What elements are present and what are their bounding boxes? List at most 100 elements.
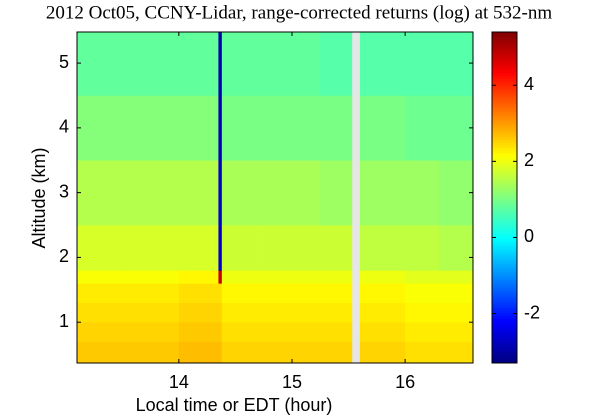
colorbar-swatch xyxy=(492,208,517,212)
colorbar-swatch xyxy=(492,263,517,267)
colorbar-swatch xyxy=(492,335,517,339)
colorbar-swatch xyxy=(492,316,517,320)
colorbar-tick-label: 4 xyxy=(524,74,534,94)
colorbar-swatch xyxy=(492,111,517,116)
colorbar-swatch xyxy=(492,222,517,226)
heatmap-cell xyxy=(359,283,406,304)
heatmap-cell xyxy=(218,160,223,226)
heatmap-cell xyxy=(263,322,321,342)
colorbar-swatch xyxy=(492,37,517,41)
heatmap-cell xyxy=(405,283,440,304)
colorbar-swatch xyxy=(492,54,517,58)
colorbar-swatch xyxy=(492,255,517,259)
colorbar-swatch xyxy=(492,197,517,201)
heatmap-cell xyxy=(263,302,321,323)
colorbar-swatch xyxy=(492,40,517,44)
colorbar-swatch xyxy=(492,307,517,312)
heatmap-cell xyxy=(221,283,264,304)
colorbar-swatch xyxy=(492,346,517,350)
heatmap-cell xyxy=(405,225,440,271)
heatmap-cell xyxy=(178,283,219,304)
heatmap-cell xyxy=(77,322,123,342)
heatmap-cell xyxy=(405,341,440,364)
colorbar-swatch xyxy=(492,183,517,187)
heatmap-cell xyxy=(122,270,180,284)
heatmap-cell xyxy=(77,95,123,161)
colorbar-swatch xyxy=(492,92,517,96)
heatmap-cell xyxy=(122,32,180,96)
colorbar-swatch xyxy=(492,305,517,309)
heatmap-cell xyxy=(178,270,219,284)
colorbar-swatch xyxy=(492,158,517,163)
colorbar-frame xyxy=(491,31,518,364)
x-tick-label: 14 xyxy=(169,372,189,392)
colorbar-swatch xyxy=(492,313,517,317)
colorbar-swatch xyxy=(492,216,517,221)
colorbar-swatch xyxy=(492,238,517,243)
colorbar-swatch xyxy=(492,109,517,113)
colorbar-swatch xyxy=(492,258,517,262)
colorbar-swatch xyxy=(492,332,517,336)
heatmap-cell xyxy=(178,160,219,226)
heatmap-cell xyxy=(439,225,474,271)
y-tick-label: 1 xyxy=(59,311,69,331)
x-axis-label: Local time or EDT (hour) xyxy=(136,395,333,415)
colorbar-swatch xyxy=(492,114,517,119)
heatmap-cell xyxy=(221,32,264,96)
colorbar-swatch xyxy=(492,327,517,331)
heatmap-cell xyxy=(77,270,123,284)
heatmap-cell xyxy=(359,270,406,284)
colorbar-swatch xyxy=(492,78,517,83)
colorbar-swatch xyxy=(492,266,517,270)
heatmap-cell xyxy=(221,225,264,271)
heatmap-cell xyxy=(320,341,353,364)
colorbar-swatch xyxy=(492,360,517,364)
colorbar-tick-label: 0 xyxy=(524,226,534,246)
heatmap-cell xyxy=(221,302,264,323)
colorbar-swatch xyxy=(492,205,517,210)
heatmap-cell xyxy=(359,225,406,271)
heatmap-cell xyxy=(178,341,219,364)
heatmap-cell xyxy=(439,95,474,161)
colorbar-swatch xyxy=(492,283,517,287)
plot-frame xyxy=(76,31,474,364)
colorbar-swatch xyxy=(492,271,517,276)
colorbar-swatch xyxy=(492,260,517,265)
colorbar-swatch xyxy=(492,285,517,290)
y-tick-label: 5 xyxy=(59,52,69,72)
heatmap-cell xyxy=(178,32,219,96)
heatmap-cell xyxy=(263,225,321,271)
heatmap-cell xyxy=(439,302,474,323)
colorbar-swatch xyxy=(492,296,517,301)
colorbar-swatch xyxy=(492,164,517,168)
heatmap-cell xyxy=(221,270,264,284)
heatmap-cell xyxy=(359,322,406,342)
heatmap-cell xyxy=(320,283,353,304)
heatmap-cell xyxy=(405,302,440,323)
heatmap-cell xyxy=(263,270,321,284)
heatmap-cell xyxy=(77,302,123,323)
heatmap-cell xyxy=(359,160,406,226)
colorbar-swatch xyxy=(492,354,517,358)
chart-title: 2012 Oct05, CCNY-Lidar, range-corrected … xyxy=(46,2,552,23)
heatmap-cell xyxy=(122,283,180,304)
colorbar-swatch xyxy=(492,340,517,345)
heatmap-cell xyxy=(263,160,321,226)
colorbar-swatch xyxy=(492,81,517,85)
colorbar-swatch xyxy=(492,186,517,190)
colorbar-swatch xyxy=(492,161,517,165)
colorbar-swatch xyxy=(492,338,517,342)
heatmap-cell xyxy=(77,225,123,271)
x-tick-label: 15 xyxy=(282,372,302,392)
colorbar-swatch xyxy=(492,131,517,135)
colorbar-swatch xyxy=(492,167,517,171)
colorbar-swatch xyxy=(492,153,517,157)
heatmap-cell xyxy=(77,341,123,364)
colorbar-swatch xyxy=(492,106,517,110)
heatmap-cell xyxy=(439,341,474,364)
colorbar-swatch xyxy=(492,288,517,292)
heatmap-cell xyxy=(405,322,440,342)
colorbar-swatch xyxy=(492,34,517,39)
colorbar-swatch xyxy=(492,45,517,50)
heatmap-cell xyxy=(320,322,353,342)
